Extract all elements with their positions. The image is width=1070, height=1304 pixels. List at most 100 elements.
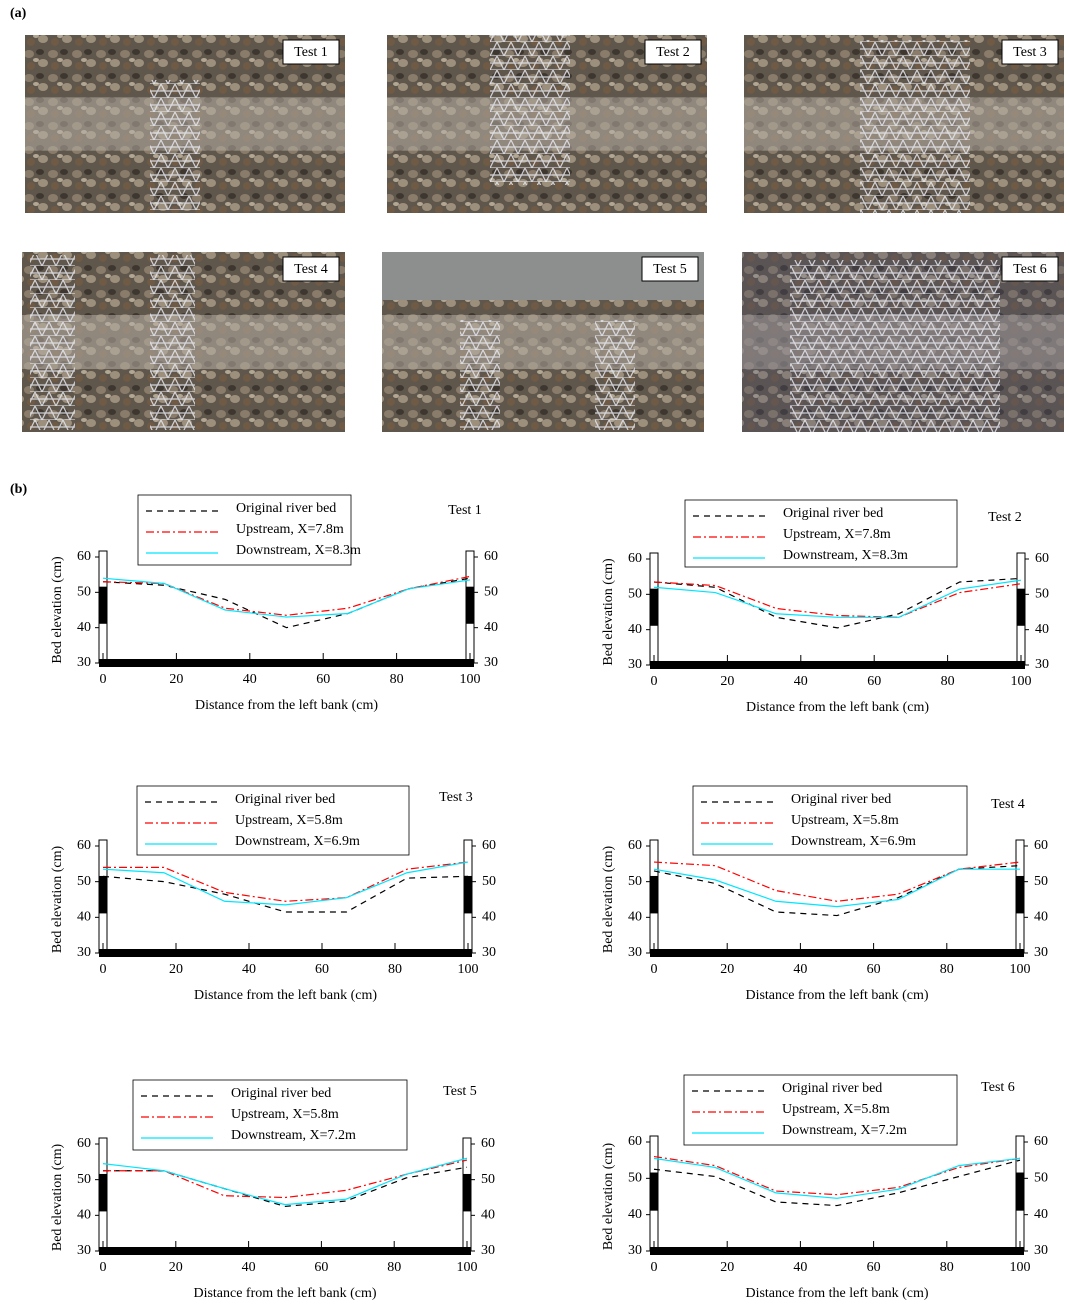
y2-tick-label: 30 bbox=[1035, 657, 1049, 672]
y-tick-label: 50 bbox=[77, 874, 91, 889]
mesh-units bbox=[150, 80, 200, 210]
y2-tick-label: 50 bbox=[482, 874, 496, 889]
y-tick-label: 60 bbox=[628, 551, 642, 566]
y-tick-label: 60 bbox=[77, 1136, 91, 1151]
photo-label-box bbox=[641, 256, 699, 282]
y2-tick-label: 30 bbox=[484, 655, 498, 670]
y2-tick-label: 60 bbox=[1034, 838, 1048, 853]
x-axis-label: Distance from the left bank (cm) bbox=[745, 1286, 928, 1301]
photo-label: Test 2 bbox=[656, 45, 690, 60]
y-axis-label: Bed elevation (cm) bbox=[601, 558, 616, 666]
x-tick-label: 100 bbox=[1011, 674, 1032, 689]
x-tick-label: 60 bbox=[867, 674, 881, 689]
y2-tick-label: 30 bbox=[482, 945, 496, 960]
chart-grid: 30 40 50 60 30 40 50 60 0 20 40 60 80 100 Distance fro… bbox=[50, 494, 1049, 1301]
mesh-units bbox=[30, 255, 75, 430]
y2-tick-label: 60 bbox=[1035, 551, 1049, 566]
x-axis-label: Distance from the left bank (cm) bbox=[195, 698, 378, 713]
data-line bbox=[653, 1157, 1021, 1199]
x-tick-label: 0 bbox=[100, 672, 107, 687]
chart: 30 40 50 60 30 40 50 60 0 20 40 60 80 100 Distance fro… bbox=[601, 785, 1048, 1003]
y2-tick-label: 60 bbox=[482, 838, 496, 853]
y-axis-label: Bed elevation (cm) bbox=[50, 846, 65, 954]
bank-fill bbox=[99, 586, 107, 624]
legend-label: Upstream, X=5.8m bbox=[782, 1102, 890, 1117]
legend-box bbox=[132, 1079, 408, 1151]
x-tick-label: 80 bbox=[940, 962, 954, 977]
y2-tick-label: 50 bbox=[484, 585, 498, 600]
y2-tick-label: 40 bbox=[1034, 910, 1048, 925]
legend-box bbox=[684, 499, 958, 568]
photo: Test 2 bbox=[387, 35, 707, 213]
legend-label: Original river bed bbox=[791, 792, 891, 807]
legend-label: Original river bed bbox=[231, 1086, 331, 1101]
bank-fill bbox=[464, 875, 472, 914]
x-tick-label: 20 bbox=[169, 1260, 183, 1275]
x-tick-label: 60 bbox=[315, 962, 329, 977]
data-line bbox=[653, 868, 1020, 908]
photo-label: Test 6 bbox=[1013, 262, 1047, 277]
x-tick-label: 20 bbox=[720, 1260, 734, 1275]
data-line bbox=[653, 577, 1022, 629]
y2-tick-label: 40 bbox=[1035, 622, 1049, 637]
chart: 30 40 50 60 30 40 50 60 0 20 40 60 80 100 Distance fro… bbox=[601, 499, 1049, 715]
chart-title: Test 4 bbox=[991, 797, 1025, 812]
chart: 30 40 50 60 30 40 50 60 0 20 40 60 80 100 Distance fro… bbox=[50, 785, 496, 1003]
panel-label: (b) bbox=[10, 482, 27, 497]
y2-tick-label: 40 bbox=[484, 620, 498, 635]
x-tick-label: 100 bbox=[458, 962, 479, 977]
y-axis-label: Bed elevation (cm) bbox=[601, 846, 616, 954]
mesh-units bbox=[460, 320, 500, 430]
legend-label: Original river bed bbox=[782, 1081, 882, 1096]
photo: Test 3 bbox=[744, 35, 1064, 213]
y-tick-label: 40 bbox=[77, 910, 91, 925]
y-axis-label: Bed elevation (cm) bbox=[50, 1144, 65, 1252]
data-line bbox=[102, 875, 469, 913]
data-line bbox=[102, 575, 471, 616]
legend-box bbox=[136, 785, 410, 856]
y-tick-label: 40 bbox=[628, 622, 642, 637]
x-tick-label: 0 bbox=[651, 962, 658, 977]
data-line bbox=[103, 1159, 468, 1199]
y-tick-label: 30 bbox=[77, 1243, 91, 1258]
data-line bbox=[102, 861, 469, 906]
bank-fill bbox=[1017, 588, 1025, 626]
bank-fill bbox=[1016, 1172, 1024, 1211]
x-tick-label: 60 bbox=[316, 672, 330, 687]
x-axis-label: Distance from the left bank (cm) bbox=[745, 988, 928, 1003]
photo-label: Test 4 bbox=[294, 262, 328, 277]
data-line bbox=[102, 577, 471, 629]
data-line bbox=[102, 577, 471, 618]
y2-tick-label: 30 bbox=[1034, 1243, 1048, 1258]
chart-title: Test 3 bbox=[439, 790, 473, 805]
legend-label: Downstream, X=7.2m bbox=[231, 1128, 356, 1143]
x-tick-label: 20 bbox=[169, 672, 183, 687]
bank-fill bbox=[650, 1172, 658, 1211]
y2-tick-label: 30 bbox=[1034, 945, 1048, 960]
mesh-units bbox=[595, 320, 635, 430]
photo-label: Test 3 bbox=[1013, 45, 1047, 60]
legend-label: Upstream, X=5.8m bbox=[235, 813, 343, 828]
y2-tick-label: 50 bbox=[1034, 1171, 1048, 1186]
photo: Test 6 bbox=[742, 252, 1064, 432]
x-tick-label: 100 bbox=[1010, 1260, 1031, 1275]
photo: Test 1 bbox=[25, 35, 345, 213]
y2-tick-label: 60 bbox=[1034, 1134, 1048, 1149]
y-axis-label: Bed elevation (cm) bbox=[50, 556, 65, 664]
y-tick-label: 60 bbox=[628, 1134, 642, 1149]
photo-label-box bbox=[1001, 256, 1059, 282]
legend-label: Original river bed bbox=[235, 792, 335, 807]
x-tick-label: 100 bbox=[460, 672, 481, 687]
data-line bbox=[103, 861, 469, 902]
chart-title: Test 1 bbox=[448, 503, 482, 518]
x-axis-label: Distance from the left bank (cm) bbox=[193, 1286, 376, 1301]
bank-fill bbox=[650, 588, 658, 626]
x-tick-label: 80 bbox=[390, 672, 404, 687]
y-tick-label: 30 bbox=[628, 1243, 642, 1258]
y-tick-label: 60 bbox=[77, 549, 91, 564]
x-tick-label: 20 bbox=[720, 674, 734, 689]
legend-label: Upstream, X=5.8m bbox=[791, 813, 899, 828]
x-tick-label: 80 bbox=[388, 962, 402, 977]
legend-label: Upstream, X=7.8m bbox=[236, 522, 344, 537]
mesh-units bbox=[490, 35, 570, 185]
